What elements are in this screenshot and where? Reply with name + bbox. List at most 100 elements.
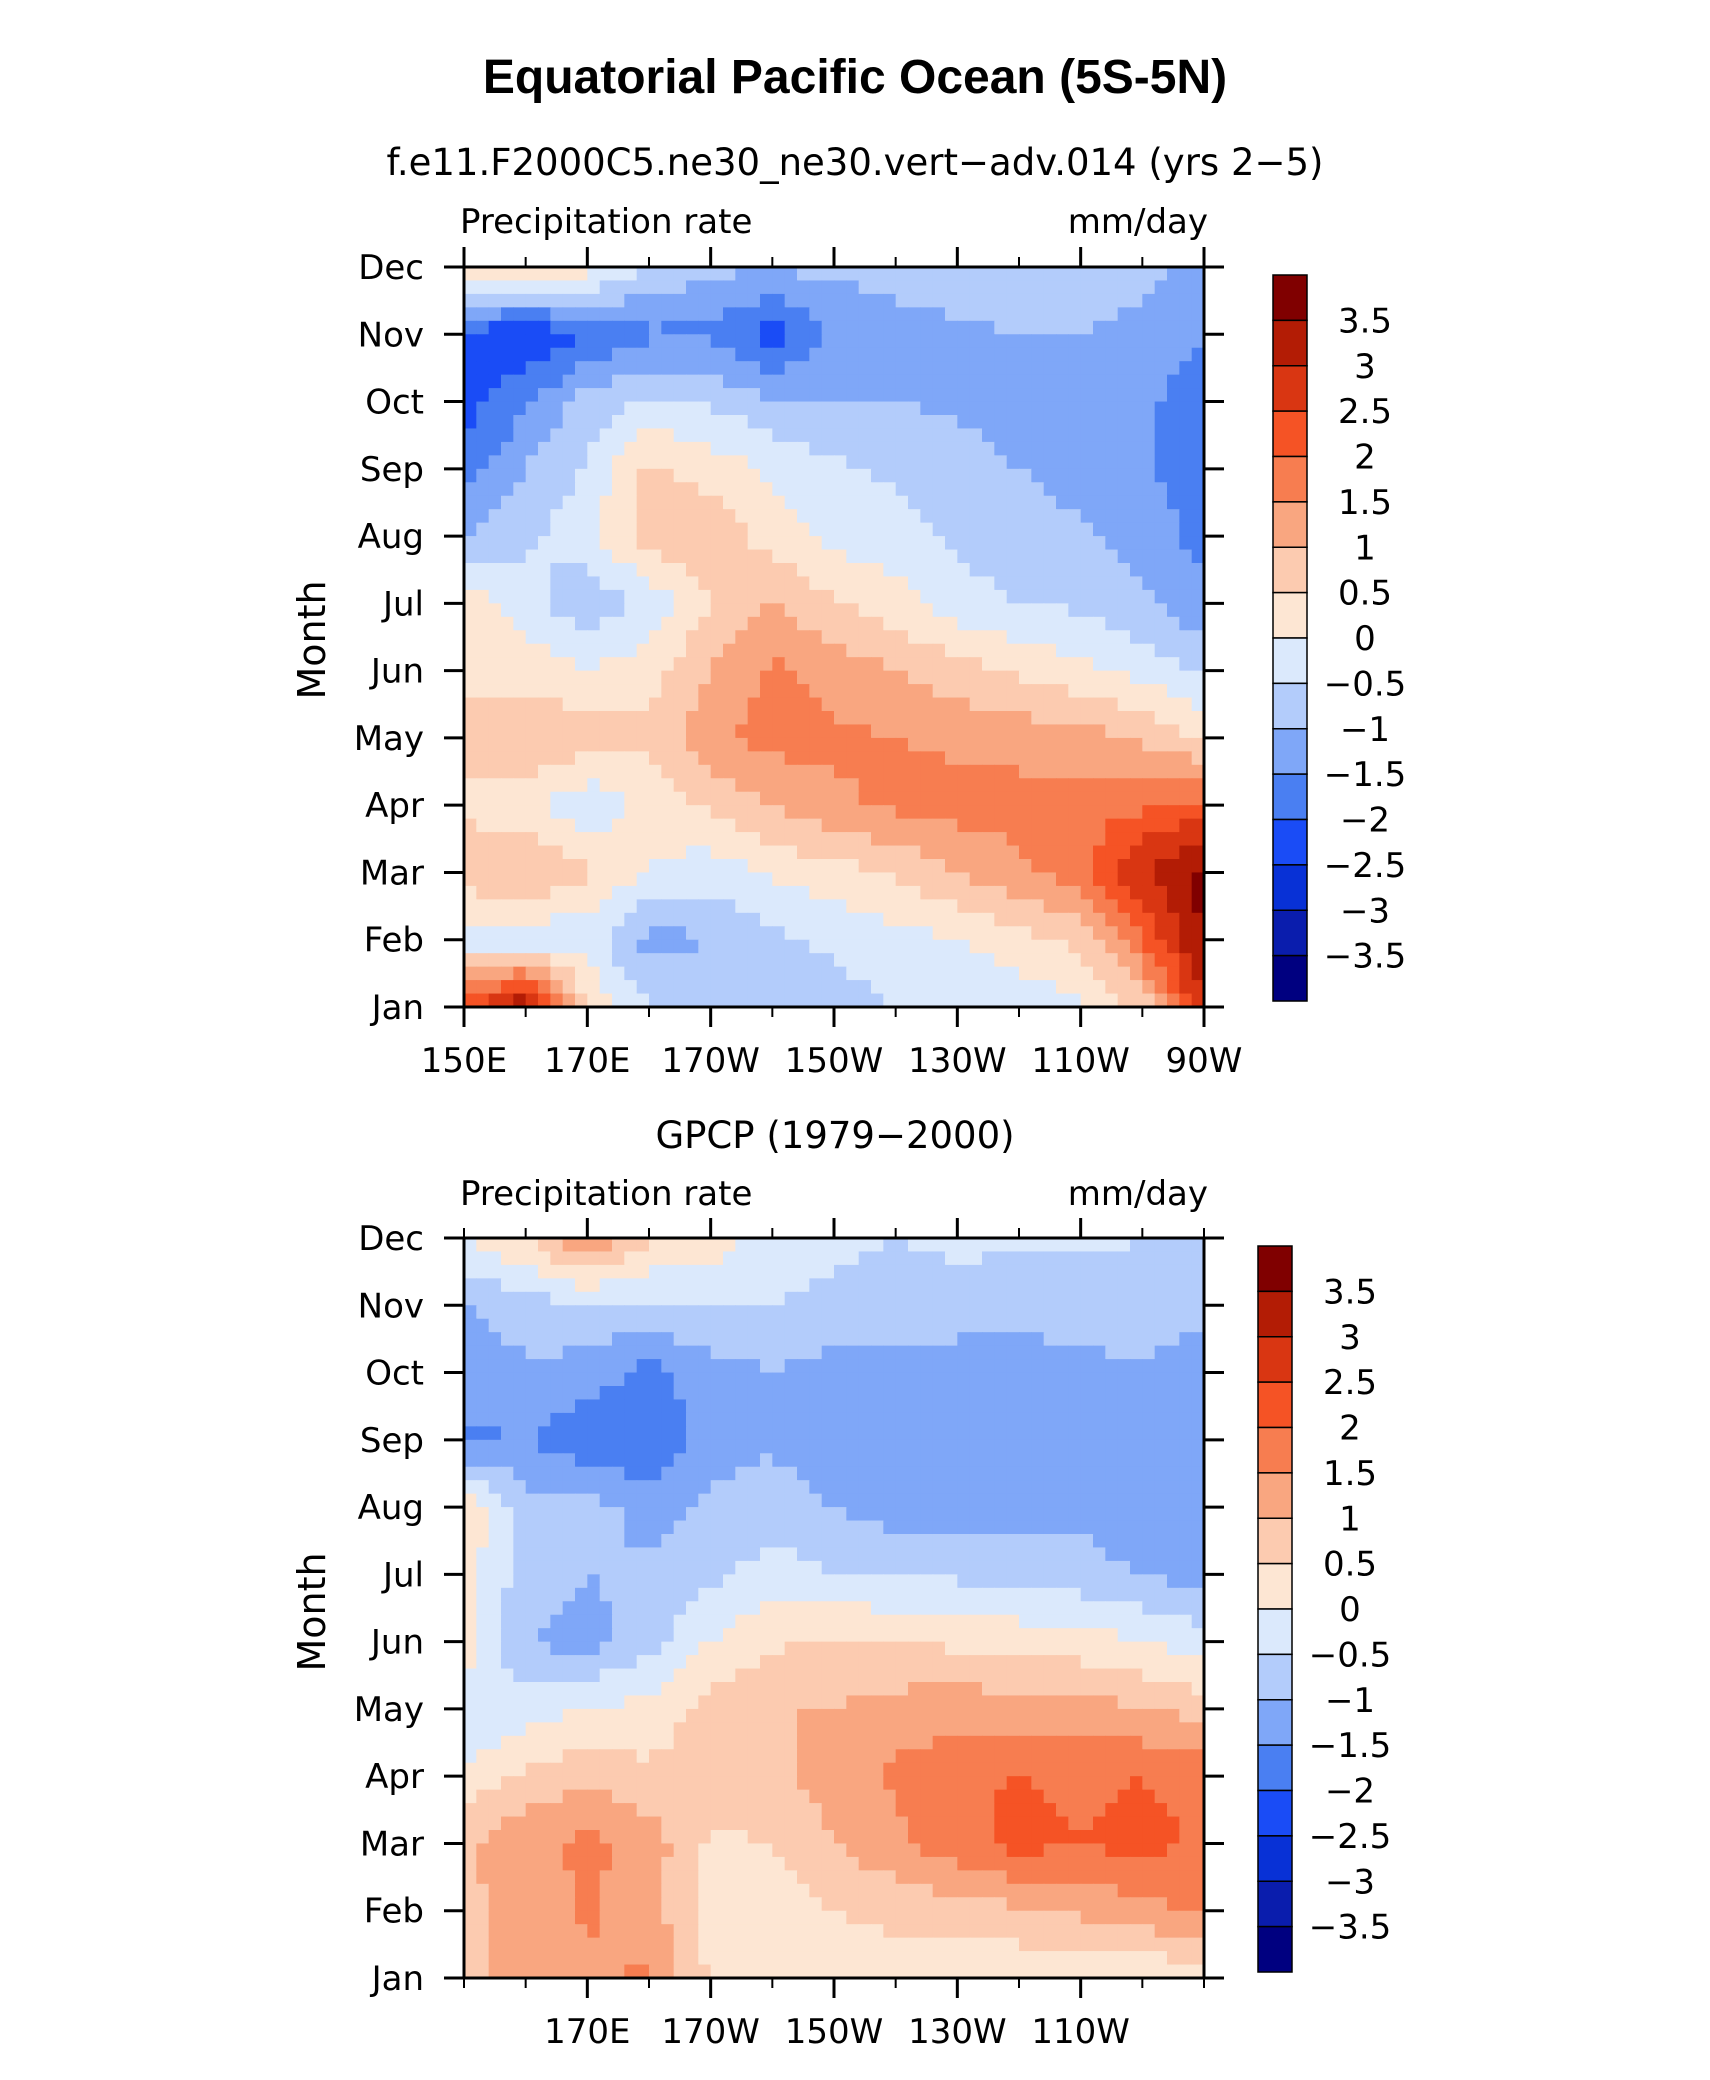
panel-model-cell bbox=[599, 563, 613, 578]
panel-model-cell bbox=[908, 388, 921, 403]
panel-model-cell bbox=[562, 697, 576, 712]
panel-model-cell bbox=[575, 293, 588, 308]
panel-gpcp-cell bbox=[1117, 1278, 1131, 1293]
panel-gpcp-cell bbox=[1105, 1412, 1119, 1427]
panel-model-cell bbox=[1142, 899, 1156, 914]
panel-model-cell bbox=[908, 630, 921, 645]
panel-model-cell bbox=[1056, 751, 1069, 766]
panel-model-cell bbox=[883, 441, 897, 456]
panel-model-colorbar-box bbox=[1272, 410, 1308, 458]
panel-model-cell bbox=[1117, 885, 1131, 900]
panel-gpcp-cell bbox=[649, 1520, 662, 1535]
panel-model-cell bbox=[797, 912, 810, 927]
panel-model-cell bbox=[834, 724, 847, 739]
panel-gpcp-cell bbox=[1068, 1332, 1082, 1347]
panel-model-cell bbox=[871, 953, 884, 968]
panel-model-cell bbox=[1179, 670, 1193, 685]
panel-model-cell bbox=[513, 724, 527, 739]
panel-model-cell bbox=[587, 670, 601, 685]
panel-model-cell bbox=[723, 926, 736, 941]
panel-model-cell bbox=[784, 872, 798, 887]
panel-model-cell bbox=[1006, 320, 1020, 335]
panel-model-cell bbox=[562, 616, 576, 631]
panel-model-cell bbox=[599, 468, 613, 483]
panel-gpcp-cell bbox=[649, 1278, 662, 1293]
panel-model-cell bbox=[661, 912, 675, 927]
panel-gpcp-cell bbox=[538, 1453, 551, 1468]
panel-gpcp-cell bbox=[649, 1412, 662, 1427]
panel-model-cell bbox=[932, 778, 946, 793]
panel-model-cell bbox=[710, 401, 724, 416]
panel-gpcp-cell bbox=[735, 1480, 749, 1495]
panel-model-cell bbox=[747, 845, 761, 860]
panel-gpcp-cell bbox=[1080, 1412, 1094, 1427]
panel-model-cell bbox=[908, 737, 921, 752]
panel-gpcp-units-label: mm/day bbox=[1068, 1174, 1208, 1214]
panel-model-cell bbox=[587, 832, 601, 847]
panel-model-cell bbox=[636, 845, 650, 860]
panel-model-cell bbox=[723, 334, 736, 349]
panel-model-cell bbox=[784, 428, 798, 443]
panel-model-cell bbox=[1068, 939, 1082, 954]
panel-model-cell bbox=[723, 643, 736, 658]
panel-model-cell bbox=[599, 267, 613, 282]
panel-gpcp-cell bbox=[1080, 1251, 1094, 1266]
panel-model-cell bbox=[562, 549, 576, 564]
panel-gpcp-cell bbox=[488, 1399, 502, 1414]
panel-gpcp-cell bbox=[957, 1534, 971, 1549]
panel-gpcp-cell bbox=[464, 1466, 477, 1481]
panel-model-cell bbox=[538, 468, 551, 483]
panel-model-cell bbox=[575, 401, 588, 416]
panel-model-cell bbox=[464, 536, 477, 551]
panel-gpcp-cell bbox=[1080, 1332, 1094, 1347]
panel-gpcp-cell bbox=[821, 1547, 835, 1562]
panel-model-cell bbox=[760, 737, 773, 752]
panel-model-cell bbox=[871, 482, 884, 497]
panel-gpcp-cell bbox=[1154, 1547, 1168, 1562]
panel-model-cell bbox=[661, 724, 675, 739]
panel-gpcp-cell bbox=[673, 1507, 687, 1522]
panel-model-cell bbox=[969, 576, 983, 591]
panel-gpcp-cell bbox=[1043, 1439, 1057, 1454]
panel-gpcp-cell bbox=[932, 1238, 946, 1253]
panel-gpcp-cell bbox=[994, 1426, 1008, 1441]
panel-model-cell bbox=[649, 603, 662, 618]
panel-model-cell bbox=[760, 805, 773, 820]
panel-model-cell bbox=[895, 724, 909, 739]
panel-gpcp-cell bbox=[1105, 1547, 1119, 1562]
panel-model-cell bbox=[538, 495, 551, 510]
panel-gpcp-cell bbox=[661, 1493, 675, 1508]
panel-gpcp-cell bbox=[1154, 1318, 1168, 1333]
panel-model-cell bbox=[957, 711, 971, 726]
panel-gpcp-cell bbox=[1179, 1439, 1193, 1454]
panel-model-cell bbox=[969, 805, 983, 820]
panel-model-cell bbox=[649, 872, 662, 887]
panel-model-cell bbox=[846, 347, 860, 362]
panel-model-cell bbox=[723, 872, 736, 887]
panel-model-cell bbox=[1043, 522, 1057, 537]
panel-model-cell bbox=[538, 630, 551, 645]
panel-gpcp-cell bbox=[982, 1332, 995, 1347]
panel-gpcp-cell bbox=[599, 1345, 613, 1360]
panel-model-cell bbox=[501, 711, 514, 726]
panel-model-cell bbox=[612, 657, 625, 672]
panel-model-cell bbox=[1068, 818, 1082, 833]
panel-model-cell bbox=[1191, 912, 1205, 927]
panel-gpcp-cell bbox=[1068, 1534, 1082, 1549]
panel-model-cell bbox=[575, 993, 588, 1008]
panel-model-cell bbox=[599, 630, 613, 645]
panel-model-cell bbox=[994, 980, 1008, 995]
panel-model-cell bbox=[599, 980, 613, 995]
panel-model-cell bbox=[871, 791, 884, 806]
panel-model-cell bbox=[464, 307, 477, 322]
panel-model-cell bbox=[599, 966, 613, 981]
panel-model-cell bbox=[649, 818, 662, 833]
panel-model-cell bbox=[1142, 576, 1156, 591]
panel-gpcp-cell bbox=[1142, 1386, 1156, 1401]
panel-gpcp-cell bbox=[538, 1372, 551, 1387]
panel-model-cell bbox=[661, 737, 675, 752]
panel-gpcp-cell bbox=[846, 1439, 860, 1454]
panel-model-cell bbox=[723, 280, 736, 295]
panel-model-cell bbox=[599, 401, 613, 416]
panel-model-cell bbox=[821, 805, 835, 820]
